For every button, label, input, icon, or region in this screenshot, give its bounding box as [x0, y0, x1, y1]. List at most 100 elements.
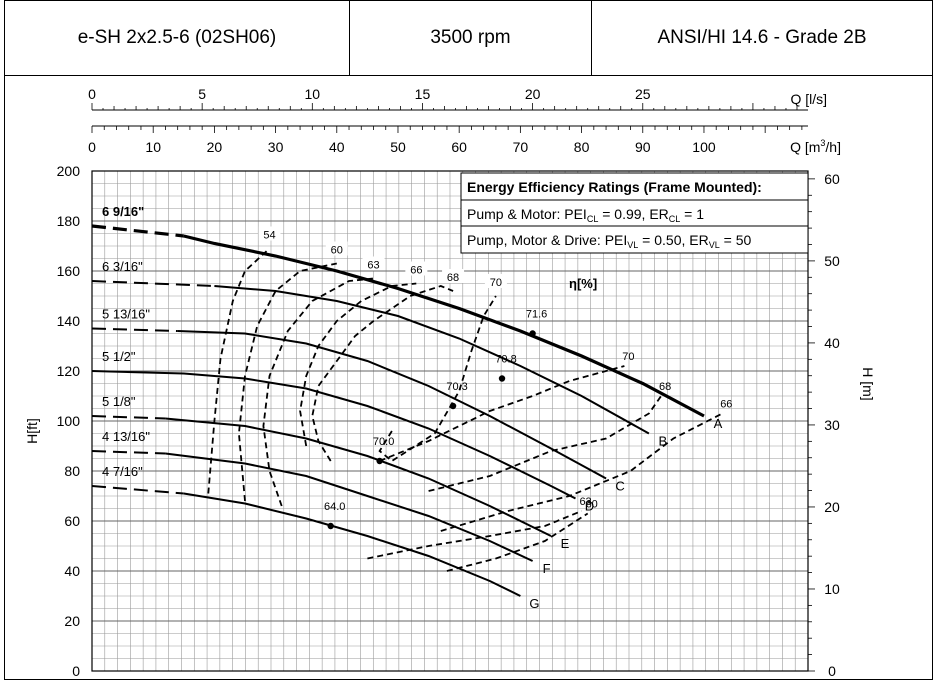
h-m-axis-label: H [m]: [860, 367, 876, 400]
bep-label: 70.0: [373, 436, 394, 448]
impeller-curve: [91, 370, 576, 500]
h-ft-tick-label: 200: [57, 163, 81, 179]
h-ft-tick-label: 20: [64, 613, 80, 629]
q-m3h-axis-label: Q [m3/h]: [790, 138, 841, 155]
impeller-size-label: 6 9/16": [102, 204, 144, 219]
impeller-curve: [214, 285, 650, 435]
bep-label: 71.6: [526, 309, 547, 321]
h-m-tick-label: 40: [824, 335, 840, 351]
q-m3h-tick-label: 10: [145, 139, 161, 155]
q-ls-tick-label: 10: [305, 86, 321, 102]
q-m3h-tick-label: 100: [692, 139, 716, 155]
iso-efficiency-curve: [446, 512, 589, 572]
q-m3h-tick-label: 60: [451, 139, 467, 155]
curve-end-label: A: [714, 416, 723, 431]
bep-label: 64.0: [324, 501, 345, 513]
iso-efficiency-label: 70: [622, 351, 634, 363]
bep-point: [327, 522, 334, 530]
iso-efficiency-label-bg: [442, 269, 465, 283]
impeller-curve-dashed: [91, 485, 184, 495]
q-m3h-tick-label: 20: [207, 139, 223, 155]
iso-efficiency-label: 66: [410, 265, 422, 277]
curve-end-label: B: [659, 434, 668, 449]
h-m-tick-label: 20: [824, 499, 840, 515]
bep-point: [498, 375, 506, 382]
bep-point: [376, 457, 383, 465]
q-m3h-tick-label: 80: [574, 139, 590, 155]
impeller-curve: [183, 234, 705, 418]
iso-efficiency-label-bg: [325, 241, 348, 256]
curve-end-label: F: [543, 561, 551, 576]
iso-efficiency-label: 66: [720, 399, 732, 411]
h-ft-tick-label: 80: [64, 463, 80, 479]
axes: 0 5 10 15 20 25 Q [l/s]0 10 20 30 40 50 60 70 80 90 100 Q…: [24, 86, 876, 679]
efficiency-box-title: Energy Efficiency Ratings (Frame Mounted…: [467, 179, 762, 195]
q-ls-tick-label: 0: [88, 86, 96, 102]
curve-end-label: C: [615, 479, 624, 494]
q-ls-tick-label: 5: [198, 86, 206, 102]
impeller-curve-dashed: [91, 327, 178, 332]
h-m-tick-label: 50: [824, 253, 840, 269]
h-m-tick-label: 0: [828, 663, 836, 679]
model-cell: e-SH 2x2.5-6 (02SH06): [5, 1, 350, 76]
bep-point: [529, 330, 536, 337]
q-m3h-tick-label: 0: [88, 139, 96, 155]
impeller-curve-dashed: [91, 450, 166, 455]
model-label: e-SH 2x2.5-6 (02SH06): [77, 27, 277, 48]
iso-efficiency-label-bg: [362, 256, 385, 271]
q-m3h-tick-label: 50: [390, 139, 406, 155]
iso-efficiency-label: 54: [263, 230, 275, 242]
pump-performance-chart: 0 5 10 15 20 25 Q [l/s]0 10 20 30 40 50 60 70 80 90 100 Q…: [24, 86, 876, 679]
speed-label: 3500 rpm: [430, 27, 511, 48]
iso-efficiency-curve: [262, 277, 374, 507]
iso-efficiency-label: 60: [586, 499, 598, 511]
iso-efficiency-label: 70: [490, 277, 502, 289]
pump-motor-rating: Pump & Motor: PEICL = 0.99, ERCL = 1: [467, 206, 704, 224]
curve-end-label: G: [529, 596, 539, 611]
pump-motor-drive-rating: Pump, Motor & Drive: PEIVL = 0.50, ERVL …: [467, 232, 751, 250]
h-ft-tick-label: 180: [57, 213, 81, 229]
h-ft-axis-label: H[ft]: [24, 418, 40, 444]
q-ls-tick-label: 20: [525, 86, 541, 102]
plot-frame: [91, 170, 809, 672]
h-ft-tick-label: 60: [64, 513, 80, 529]
bep-label: 70.3: [446, 381, 467, 393]
standard-label: ANSI/HI 14.6 - Grade 2B: [657, 27, 867, 48]
q-ls-tick-label: 15: [415, 86, 431, 102]
iso-efficiency-curve: [428, 395, 662, 492]
iso-efficiency-curve: [299, 282, 417, 447]
h-m-tick-label: 60: [824, 171, 840, 187]
impeller-size-label: 6 3/16": [102, 259, 143, 274]
iso-efficiency-label: 68: [659, 381, 671, 393]
impeller-curve: [165, 452, 534, 562]
iso-efficiency-curve: [440, 412, 723, 532]
impeller-curve: [183, 492, 521, 597]
impeller-size-label: 4 7/16": [102, 464, 143, 479]
iso-efficiency-curve: [379, 365, 625, 462]
impeller-curve: [177, 330, 607, 480]
labels: 6 9/16" A 6 3/16" B 5 13/16" C 5 1/2" D 5 1/8" E 4…: [102, 204, 732, 611]
impeller-size-label: 5 1/8": [102, 394, 136, 409]
h-ft-tick-label: 0: [72, 663, 80, 679]
iso-efficiency-label: 63: [367, 260, 379, 272]
impeller-curve-dashed: [91, 415, 166, 420]
iso-efficiency-label: 60: [331, 245, 343, 257]
q-m3h-tick-label: 40: [329, 139, 345, 155]
iso-efficiency-label-bg: [484, 274, 507, 288]
iso-efficiency-label: 68: [447, 272, 459, 284]
curves: [91, 224, 723, 597]
h-ft-tick-label: 40: [64, 563, 80, 579]
h-ft-tick-label: 160: [57, 263, 81, 279]
curve-end-label: E: [561, 536, 570, 551]
curve-end-label: D: [585, 499, 594, 514]
iso-efficiency-curve: [207, 247, 271, 494]
h-ft-tick-label: 140: [57, 313, 81, 329]
h-ft-tick-label: 120: [57, 363, 81, 379]
bep-point: [449, 402, 457, 410]
q-m3h-tick-label: 90: [635, 139, 651, 155]
q-m3h-tick-label: 30: [268, 139, 284, 155]
pump-curve-sheet: e-SH 2x2.5-6 (02SH06) 3500 rpm ANSI/HI 1…: [4, 0, 933, 680]
impeller-size-label: 5 13/16": [102, 307, 150, 322]
efficiency-box-frame: [460, 172, 809, 254]
speed-cell: 3500 rpm: [350, 1, 592, 76]
